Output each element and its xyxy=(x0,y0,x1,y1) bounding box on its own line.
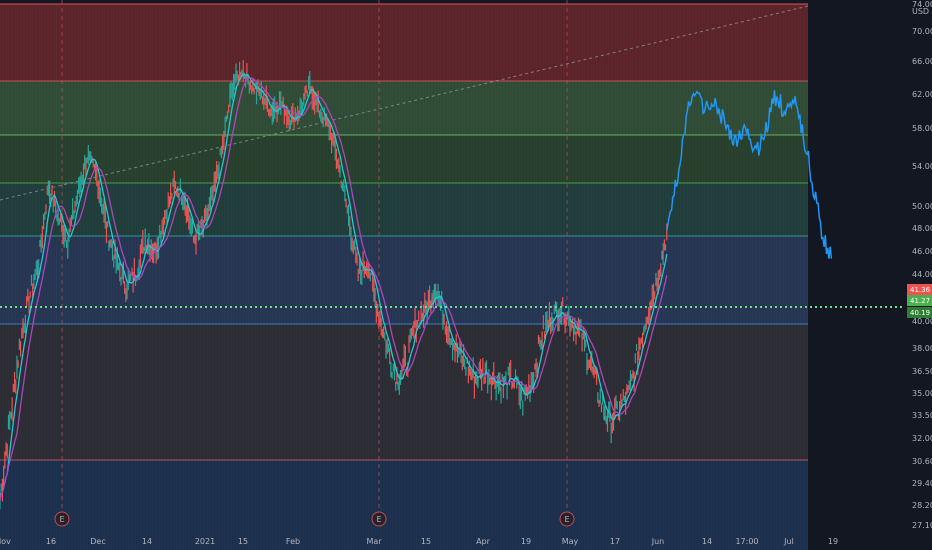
y-tick-label: 44.00 xyxy=(912,270,932,279)
earnings-event-label[interactable]: E xyxy=(59,515,64,524)
x-tick-label: Feb xyxy=(286,537,300,546)
y-tick-label: 66.00 xyxy=(912,57,932,66)
y-tick-label: 30.60 xyxy=(912,457,932,466)
y-tick-label: 33.50 xyxy=(912,411,932,420)
trend-line-dashed xyxy=(0,5,809,201)
x-tick-label: Nov xyxy=(0,537,11,546)
x-tick-label: 19 xyxy=(828,537,838,546)
y-tick-label: 36.50 xyxy=(912,367,932,376)
price-badge-bg xyxy=(907,307,932,318)
x-tick-label: 14 xyxy=(702,537,712,546)
x-tick-label: 15 xyxy=(238,537,248,546)
earnings-event-icon[interactable] xyxy=(371,511,387,527)
zone-band xyxy=(0,460,808,550)
y-tick-label: 70.00 xyxy=(912,27,932,36)
x-tick-label: 14 xyxy=(142,537,152,546)
zone-band xyxy=(0,135,808,183)
earnings-event-icon[interactable] xyxy=(54,511,70,527)
y-tick-label: 40.00 xyxy=(912,317,932,326)
y-axis: 74.00 70.00 66.00 62.00 58.00 54.00 50.00 48.00… xyxy=(912,0,932,530)
x-tick-label: 16 xyxy=(46,537,56,546)
trend-line xyxy=(0,5,809,201)
earnings-event-label[interactable]: E xyxy=(564,515,569,524)
price-badge-label: 40.19 xyxy=(910,309,930,317)
projection-line xyxy=(666,90,833,259)
x-tick-label: May xyxy=(562,537,579,546)
x-tick-label: 17 xyxy=(610,537,620,546)
projection-series xyxy=(666,90,833,259)
currency-label: USD xyxy=(912,7,929,16)
y-tick-label: 74.00 xyxy=(912,0,932,9)
x-tick-label: Mar xyxy=(366,537,382,546)
x-tick-label: Jun xyxy=(651,537,665,546)
y-tick-label: 48.00 xyxy=(912,224,932,233)
price-badge-label: 41.36 xyxy=(910,286,931,294)
x-axis: Nov 16 Dec 14 2021 15 Feb Mar 15 Apr 19 May 17 Jun 14 1… xyxy=(0,537,838,546)
y-tick-label: 58.00 xyxy=(912,124,932,133)
earnings-event-icon[interactable] xyxy=(559,511,575,527)
price-badges: 41.36 41.27 40.19 xyxy=(907,284,932,318)
x-tick-label: 2021 xyxy=(195,537,215,546)
y-tick-label: 46.00 xyxy=(912,247,932,256)
price-series xyxy=(0,60,668,510)
x-tick-label: 15 xyxy=(421,537,431,546)
y-tick-label: 35.00 xyxy=(912,389,932,398)
y-tick-label: 50.00 xyxy=(912,202,932,211)
x-tick-label: 17:00 xyxy=(735,537,758,546)
grid-lines xyxy=(61,0,568,520)
ma-short-line xyxy=(0,73,668,500)
y-tick-label: 38.00 xyxy=(912,344,932,353)
x-tick-label: Dec xyxy=(90,537,105,546)
zone-band xyxy=(0,183,808,236)
y-tick-label: 29.40 xyxy=(912,479,932,488)
x-tick-label: Jul xyxy=(783,537,794,546)
x-tick-label: Apr xyxy=(476,537,491,546)
price-badge-label: 41.27 xyxy=(910,297,930,305)
earnings-event-label[interactable]: E xyxy=(376,515,381,524)
zone-band xyxy=(0,4,808,81)
y-tick-label: 28.20 xyxy=(912,501,932,510)
ma-long-line xyxy=(0,77,668,500)
future-area xyxy=(808,0,932,550)
price-badge-bg xyxy=(907,284,932,295)
price-badge-bg xyxy=(907,295,932,306)
y-tick-label: 62.00 xyxy=(912,90,932,99)
y-tick-label: 27.10 xyxy=(912,521,932,530)
zone-band xyxy=(0,81,808,135)
x-tick-label: 19 xyxy=(521,537,531,546)
y-tick-label: 32.00 xyxy=(912,434,932,443)
y-tick-label: 54.00 xyxy=(912,162,932,171)
